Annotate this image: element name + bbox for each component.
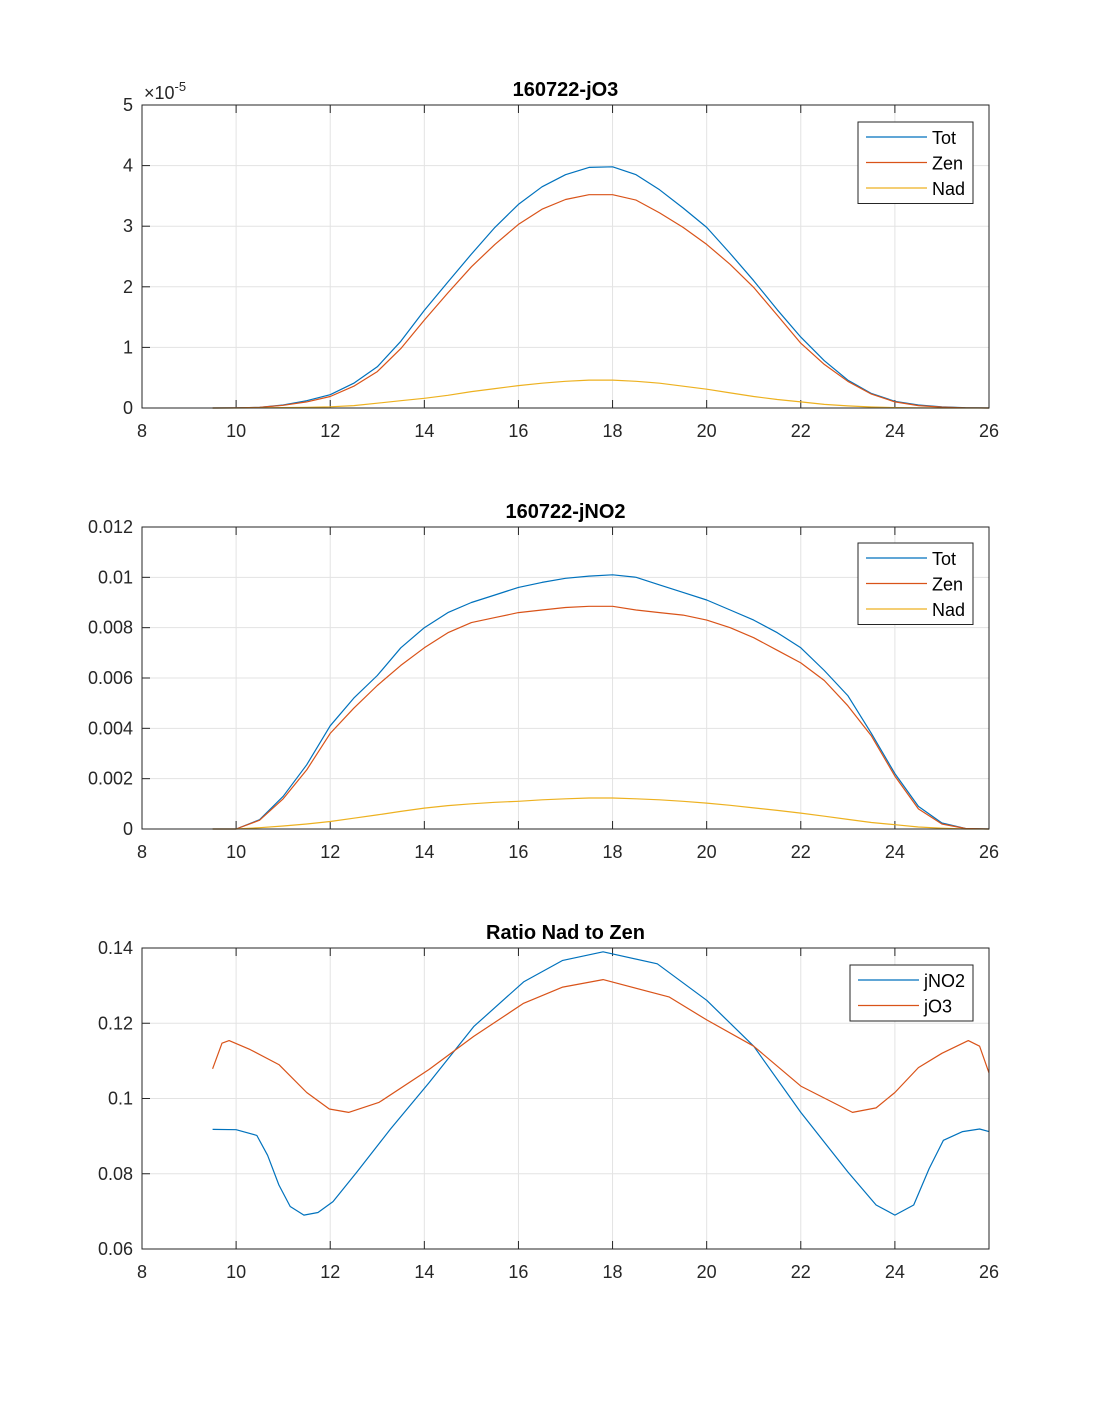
y-tick-label: 0.06	[98, 1239, 133, 1259]
x-tick-label: 10	[226, 842, 246, 862]
legend-label-zen: Zen	[932, 154, 963, 174]
subplot-2: 8 10 12 14 16 18 20 22 24 26 0 0.002 0.004 0.006 0.008…	[88, 501, 999, 862]
x-tick-label: 10	[226, 421, 246, 441]
series-line-jno2	[212, 951, 990, 1216]
x-tick-label: 18	[603, 842, 623, 862]
x-tick-label: 12	[320, 1262, 340, 1282]
y-tick-label: 0.004	[88, 718, 133, 738]
x-tick-label: 14	[414, 842, 434, 862]
x-tick-label: 20	[697, 842, 717, 862]
legend: Tot Zen Nad	[857, 121, 974, 204]
y-tick-label: 2	[123, 277, 133, 297]
x-tick-label: 24	[885, 1262, 905, 1282]
y-tick-label: 0.08	[98, 1164, 133, 1184]
x-tick-label: 8	[137, 1262, 147, 1282]
y-tick-label: 0.14	[98, 938, 133, 958]
series-line-nad	[212, 797, 989, 830]
legend-box	[849, 964, 974, 1022]
y-tick-label: 4	[123, 156, 133, 176]
x-tick-label: 12	[320, 421, 340, 441]
axes-box	[141, 947, 990, 1250]
plot-area	[142, 105, 989, 408]
series-line-zen	[212, 194, 990, 409]
x-tick-label: 22	[791, 1262, 811, 1282]
x-tick-label: 16	[508, 1262, 528, 1282]
x-tick-label: 16	[508, 421, 528, 441]
x-tick-label: 22	[791, 421, 811, 441]
x-tick-label: 14	[414, 421, 434, 441]
x-tick-label: 8	[137, 421, 147, 441]
y-tick-label: 0	[123, 398, 133, 418]
legend-label-tot: Tot	[932, 128, 956, 148]
x-tick-label: 8	[137, 842, 147, 862]
legend-label-nad: Nad	[932, 600, 965, 620]
y-tick-label: 0	[123, 819, 133, 839]
x-tick-label: 24	[885, 842, 905, 862]
y-tick-label: 0.12	[98, 1013, 133, 1033]
series-line-jo3	[212, 978, 990, 1114]
legend: jNO2 jO3	[849, 964, 974, 1022]
x-tick-label: 18	[603, 421, 623, 441]
x-tick-label: 18	[603, 1262, 623, 1282]
x-tick-label: 20	[697, 421, 717, 441]
subplot-3: 8 10 12 14 16 18 20 22 24 26 0.06 0.08 0.1 0.12 0.14 Ra…	[98, 922, 999, 1282]
axes-box	[141, 104, 990, 409]
chart-title: Ratio Nad to Zen	[486, 922, 645, 944]
series-line-zen	[212, 605, 990, 830]
series-line-tot	[212, 166, 990, 409]
y-tick-label: 0.002	[88, 769, 133, 789]
y-exponent: -5	[175, 79, 187, 94]
series-line-nad	[212, 379, 989, 409]
legend-label-zen: Zen	[932, 575, 963, 595]
axes-box	[141, 526, 990, 830]
x-tick-label: 20	[697, 1262, 717, 1282]
legend-label-nad: Nad	[932, 179, 965, 199]
x-tick-label: 12	[320, 842, 340, 862]
y-tick-label: 0.008	[88, 618, 133, 638]
chart-title: 160722-jNO2	[505, 501, 625, 523]
legend-label-jno2: jNO2	[923, 971, 965, 991]
y-tick-label: 0.012	[88, 517, 133, 537]
y-tick-label: 0.01	[98, 567, 133, 587]
y-tick-label: 5	[123, 95, 133, 115]
y-tick-label: 0.006	[88, 668, 133, 688]
y-tick-label: 0.1	[108, 1089, 133, 1109]
legend-label-tot: Tot	[932, 549, 956, 569]
x-tick-label: 14	[414, 1262, 434, 1282]
y-tick-label: 1	[123, 337, 133, 357]
y-tick-label: 3	[123, 216, 133, 236]
legend: Tot Zen Nad	[857, 542, 974, 625]
y-exponent-label: ×10-5	[144, 79, 186, 103]
chart-title: 160722-jO3	[513, 79, 619, 101]
x-tick-label: 16	[508, 842, 528, 862]
x-tick-label: 10	[226, 1262, 246, 1282]
x-tick-label: 22	[791, 842, 811, 862]
x-tick-label: 26	[979, 421, 999, 441]
x-tick-label: 24	[885, 421, 905, 441]
legend-label-jo3: jO3	[923, 997, 952, 1017]
x-tick-label: 26	[979, 842, 999, 862]
x-tick-label: 26	[979, 1262, 999, 1282]
series-line-tot	[212, 574, 990, 830]
